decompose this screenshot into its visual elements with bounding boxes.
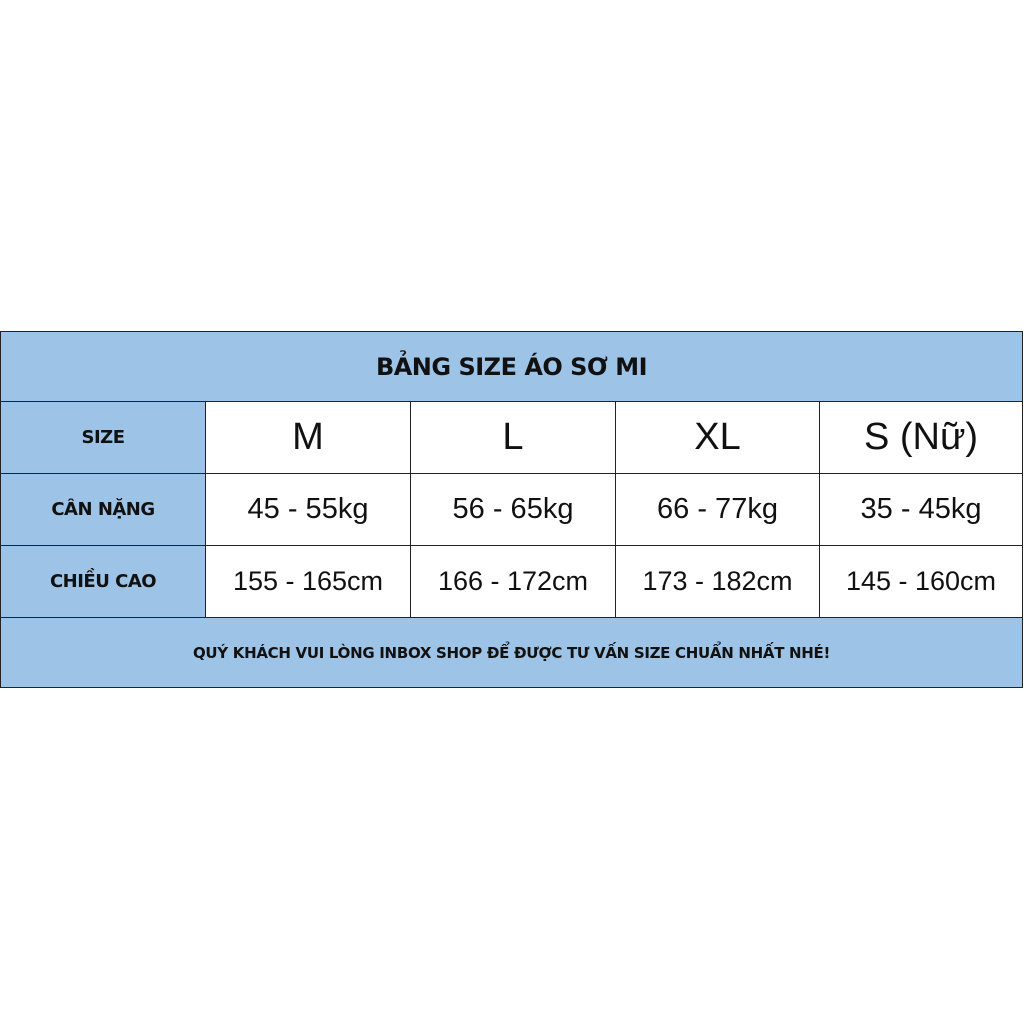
cell: 66 - 77kg [615,473,820,546]
row-label: CÂN NẶNG [0,473,206,546]
cell: 173 - 182cm [615,545,820,618]
table-row-size: SIZE M L XL S (Nữ) [0,401,1024,474]
cell: 145 - 160cm [818,545,1024,618]
table-row-weight: CÂN NẶNG 45 - 55kg 56 - 65kg 66 - 77kg 3… [0,473,1024,546]
table-title: BẢNG SIZE ÁO SƠ MI [0,331,1024,402]
cell: 56 - 65kg [410,473,616,546]
row-label: CHIỀU CAO [0,545,206,618]
cell: M [205,401,411,474]
size-chart-table: BẢNG SIZE ÁO SƠ MI SIZE M L XL S (Nữ) CÂ… [0,331,1024,688]
cell: 166 - 172cm [410,545,616,618]
cell: 155 - 165cm [205,545,411,618]
table-row-height: CHIỀU CAO 155 - 165cm 166 - 172cm 173 - … [0,545,1024,618]
cell: L [410,401,616,474]
cell: S (Nữ) [818,401,1024,474]
footer-note: QUÝ KHÁCH VUI LÒNG INBOX SHOP ĐỂ ĐƯỢC TƯ… [0,617,1024,688]
cell: 45 - 55kg [205,473,411,546]
cell: XL [615,401,820,474]
cell: 35 - 45kg [818,473,1024,546]
row-label: SIZE [0,401,206,474]
